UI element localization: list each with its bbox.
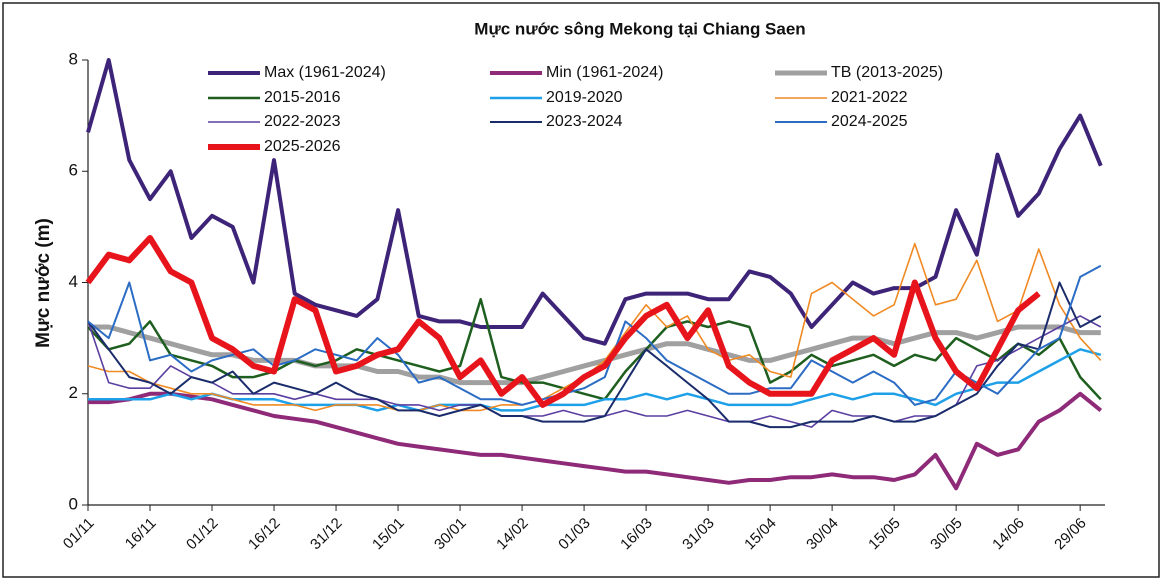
series-line [87,297,1102,401]
legend-label: 2024-2025 [831,113,908,130]
y-tick-label: 2 [69,383,78,402]
legend-label: Min (1961-2024) [546,64,663,81]
legend-label: 2015-2016 [264,89,341,106]
legend-label: 2022-2023 [264,113,341,130]
y-tick-label: 0 [69,494,78,513]
series-line [86,58,1103,346]
series-line [85,235,1041,408]
series-line [87,264,1102,406]
y-tick-label: 6 [69,161,78,180]
series-line [88,391,1103,491]
legend-label: 2025-2026 [264,138,341,155]
legend-label: 2019-2020 [546,89,623,106]
series-line [87,281,1102,429]
legend-label: TB (2013-2025) [831,64,943,81]
y-axis-label: Mực nước (m) [33,218,54,348]
series-line [88,348,1102,412]
y-tick-label: 4 [69,272,78,291]
legend-label: Max (1961-2024) [264,64,386,81]
chart-title: Mực nước sông Mekong tại Chiang Saen [474,19,805,38]
legend-label: 2021-2022 [831,89,908,106]
y-tick-label: 8 [69,49,78,68]
legend-label: 2023-2024 [546,113,623,130]
